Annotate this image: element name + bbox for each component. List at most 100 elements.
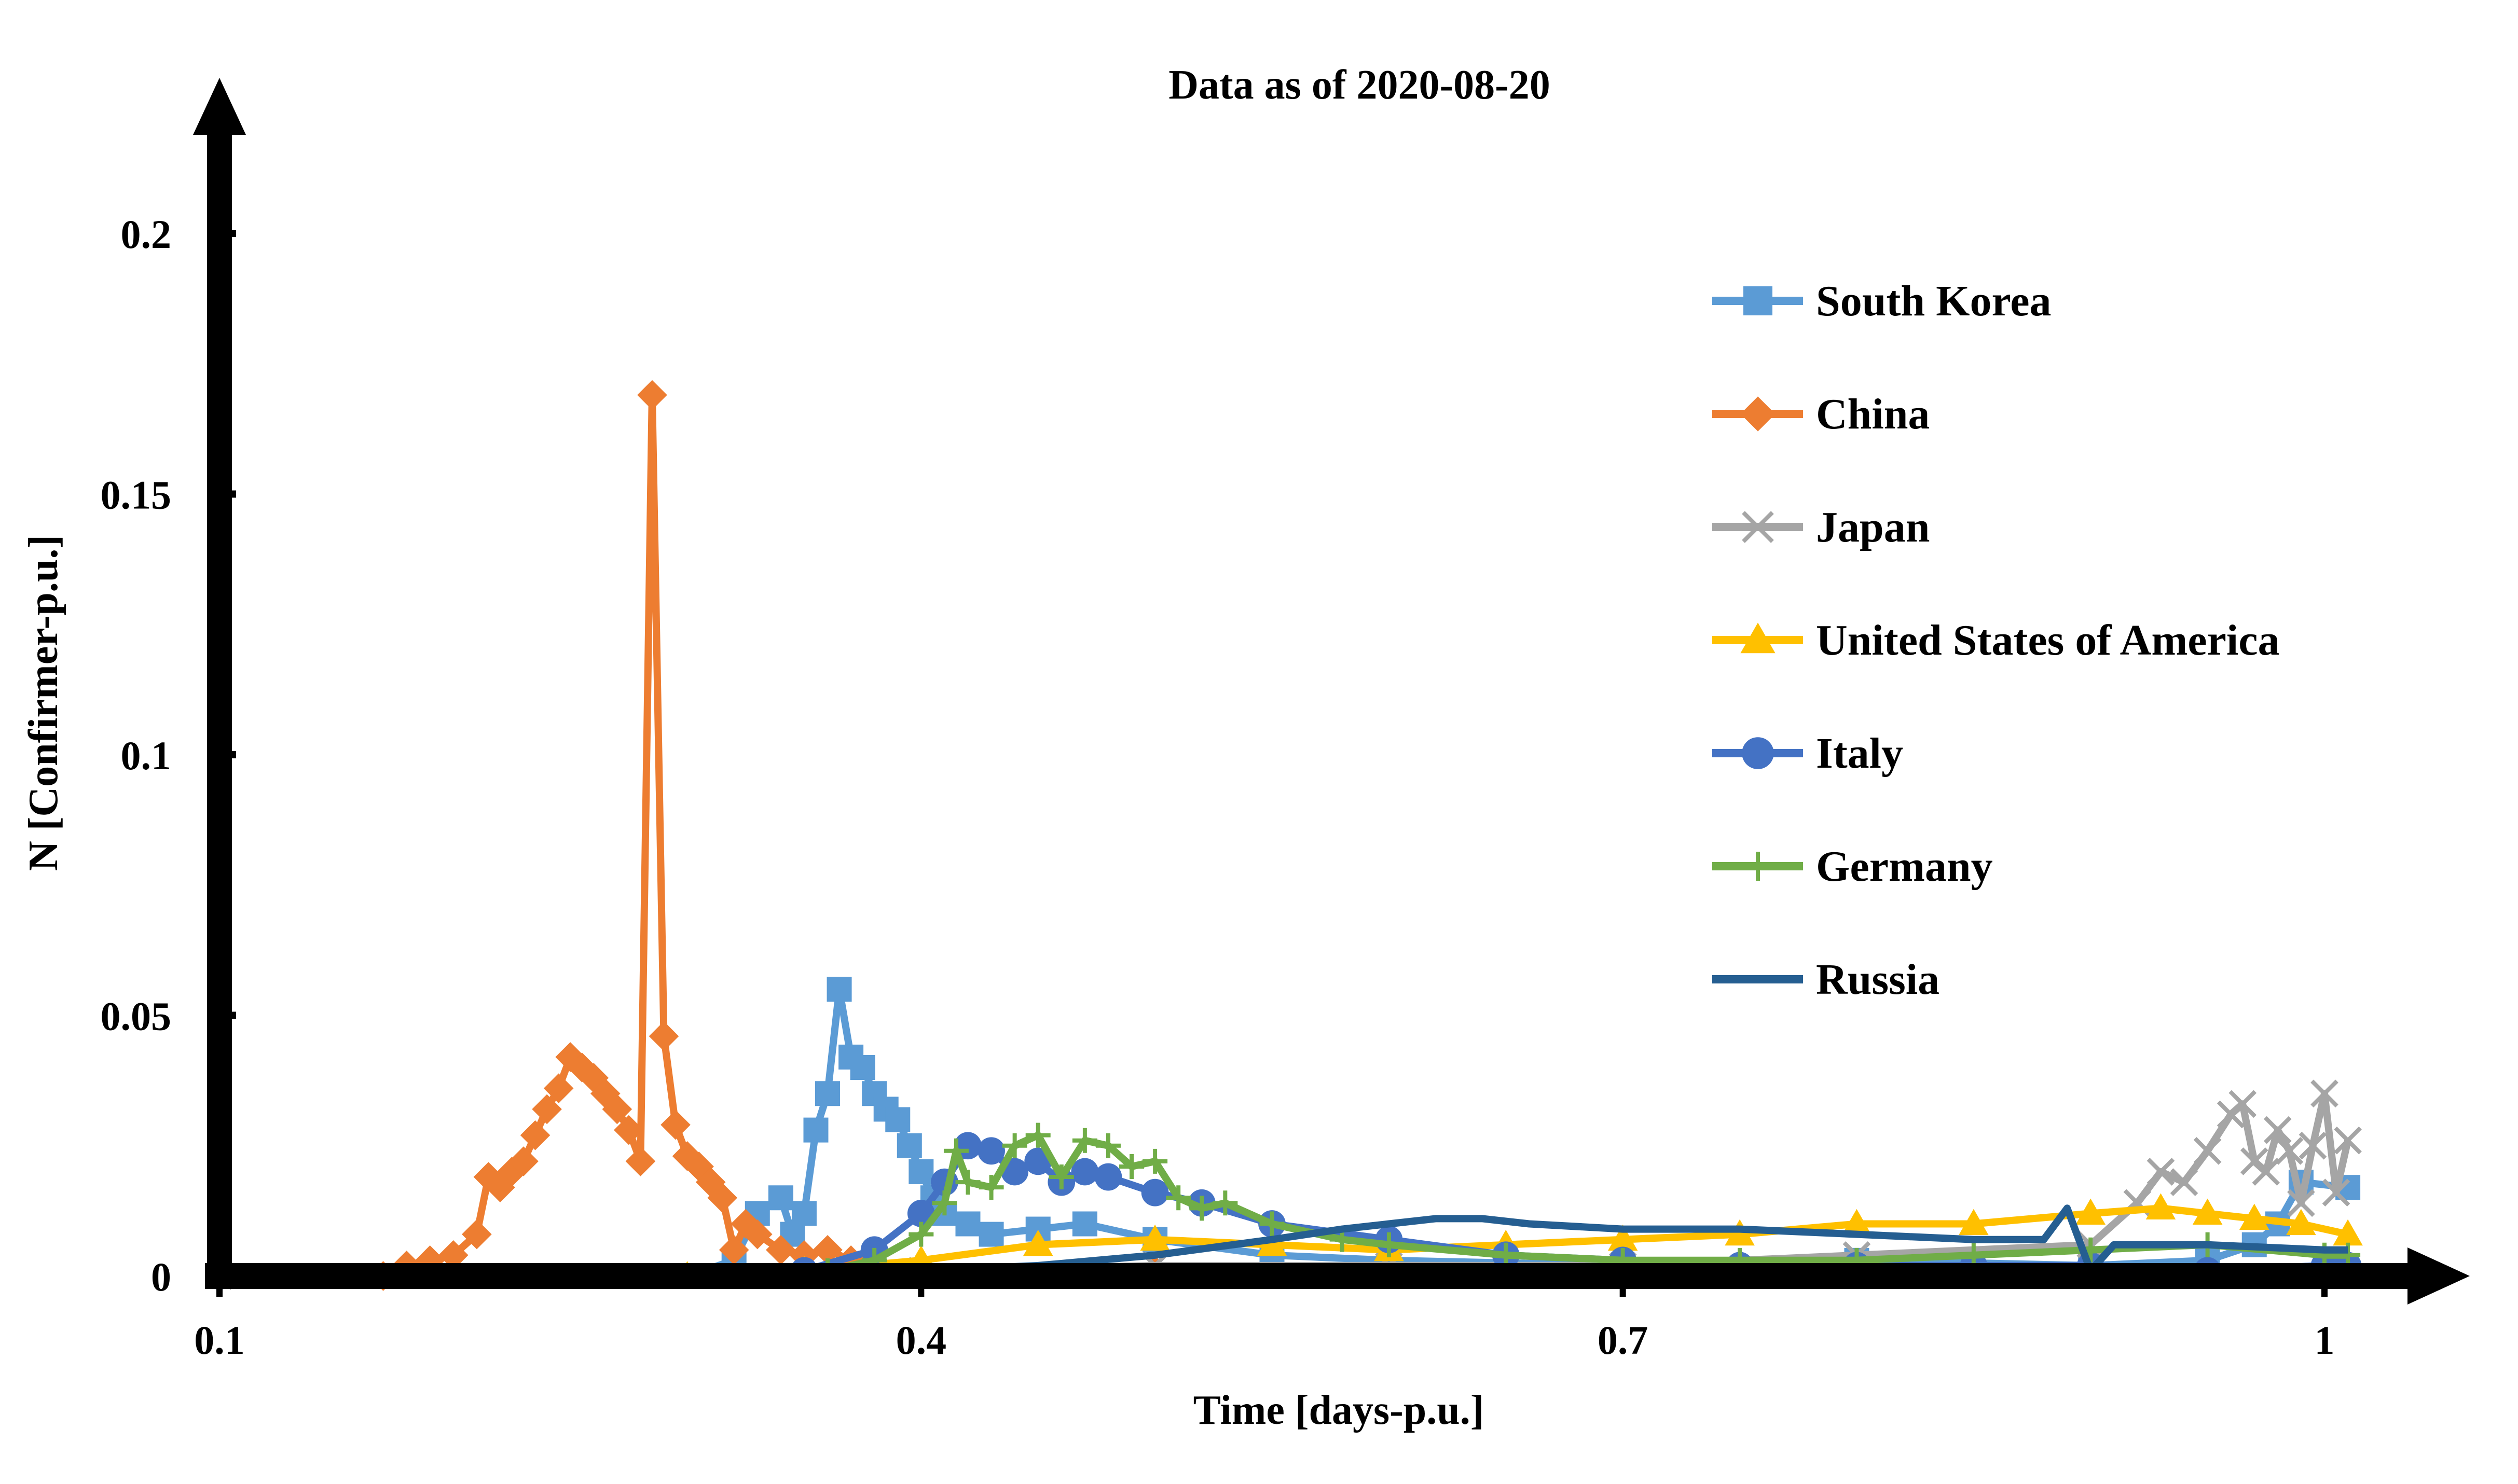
series-russia [219,1204,2348,1280]
legend-label: Italy [1816,729,1903,778]
data-point-china [532,1094,562,1125]
data-point-united-states-of-america [1607,1224,1638,1251]
legend-label: Russia [1816,955,1939,1004]
data-point-south-korea [850,1055,875,1080]
data-point-china [719,1235,749,1265]
data-point-germany [1376,1232,1401,1257]
data-point-japan [2275,1136,2304,1165]
data-point-south-korea [885,1107,911,1132]
x-axis-arrowhead [2407,1247,2470,1305]
legend-label: Japan [1816,503,1930,551]
data-point-germany [1166,1185,1191,1211]
data-point-italy [1094,1163,1122,1191]
x-tick-label: 1 [2315,1317,2335,1363]
data-point-china [649,1021,679,1051]
data-point-japan [2322,1178,2350,1207]
legend-item-south-korea: South Korea [1712,277,2052,325]
legend-item-china: China [1712,390,1930,438]
data-point-china [684,1152,714,1182]
data-point-china [462,1219,492,1250]
data-point-germany [1119,1154,1145,1179]
data-point-south-korea [909,1159,934,1184]
x-tick-label: 0.4 [896,1317,947,1363]
data-point-china [485,1172,515,1202]
legend-label: South Korea [1816,277,2052,325]
legend-swatch-marker [1743,852,1772,881]
data-point-germany [1095,1133,1121,1158]
data-point-china [789,1240,819,1270]
legend-swatch-marker [1743,286,1772,315]
data-point-germany [1025,1122,1051,1148]
data-point-united-states-of-america [2239,1203,2269,1230]
data-point-germany [943,1138,969,1163]
data-point-germany [1002,1133,1027,1158]
y-axis-arrowhead [193,78,246,135]
data-point-china [520,1120,551,1150]
x-ticks: 0.1 0.4 0.7 1 [194,1276,2335,1363]
data-point-germany [1049,1164,1074,1190]
legend-label: United States of America [1816,616,2279,664]
data-point-japan [2228,1090,2257,1118]
data-point-united-states-of-america [2333,1219,2363,1246]
legend-swatch-marker [1740,396,1776,432]
data-point-china [637,380,667,410]
data-point-south-korea [815,1081,841,1106]
data-point-united-states-of-america [2145,1193,2176,1219]
data-point-germany [979,1175,1004,1200]
data-point-italy [1071,1158,1099,1186]
data-point-south-korea [1072,1211,1097,1237]
data-point-china [661,1109,691,1140]
legend-swatch-marker [1742,737,1774,769]
data-point-united-states-of-america [2075,1198,2106,1225]
data-point-south-korea [979,1222,1004,1247]
data-point-germany [932,1190,957,1216]
series-layer [210,380,2363,1291]
data-point-germany [955,1170,981,1195]
data-point-china [614,1115,644,1145]
data-point-south-korea [897,1133,922,1158]
data-point-china [555,1042,585,1072]
data-point-china [473,1162,504,1192]
data-point-japan [2193,1136,2222,1165]
data-point-germany [1189,1196,1215,1221]
data-point-japan [2170,1168,2198,1196]
data-point-united-states-of-america [1140,1224,1170,1251]
data-point-china [742,1219,773,1250]
data-point-united-states-of-america [1959,1209,1989,1236]
data-point-germany [1213,1190,1238,1216]
x-tick-label: 0.1 [194,1317,245,1363]
legend-item-russia: Russia [1712,955,1939,1004]
data-point-china [766,1235,796,1265]
data-point-japan [2147,1158,2175,1186]
data-point-italy [978,1137,1005,1165]
data-point-japan [2310,1079,2338,1108]
legend: South Korea China Japan United States of Am… [1712,277,2279,1004]
data-point-united-states-of-america [1841,1209,1872,1236]
series-line-russia [219,1204,2348,1280]
y-ticks: 0 0.05 0.1 0.15 0.2 [101,212,236,1299]
data-point-japan [2334,1126,2362,1155]
data-point-germany [909,1222,934,1247]
data-point-china [625,1146,656,1176]
y-tick-label: 0.2 [121,212,172,257]
data-point-united-states-of-america [2286,1209,2316,1236]
data-point-china [438,1240,469,1270]
data-point-china [543,1073,574,1103]
data-point-south-korea [768,1185,793,1211]
y-tick-label: 0.1 [121,733,172,778]
data-point-south-korea [791,1201,817,1226]
x-axis-label: Time [days-p.u.] [1193,1388,1484,1433]
x-tick-label: 0.7 [1598,1317,1648,1363]
data-point-south-korea [955,1211,981,1237]
data-point-china [508,1146,539,1176]
y-axis-label: N [Confirmer-p.u.] [21,535,66,871]
legend-label: China [1816,390,1930,438]
legend-swatch-marker [1740,622,1776,654]
data-point-south-korea [803,1117,829,1143]
data-point-japan [2287,1189,2315,1217]
series-china [210,380,2340,1291]
data-point-china [707,1183,737,1213]
data-point-china [602,1094,632,1125]
data-point-china [813,1235,843,1265]
